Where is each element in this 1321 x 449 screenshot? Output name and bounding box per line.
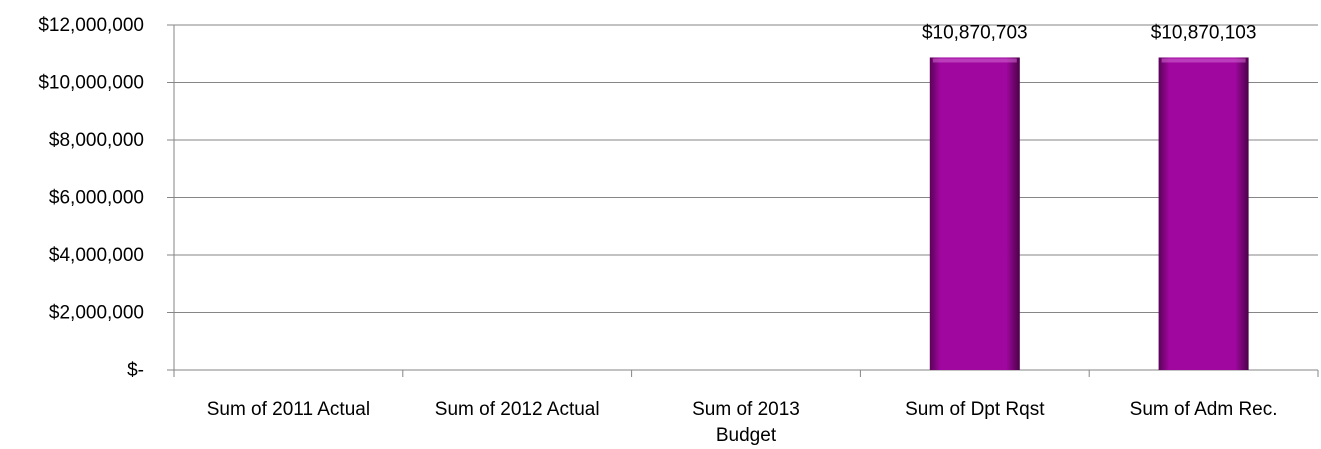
x-category-label: Sum of Dpt Rqst [905, 399, 1045, 420]
y-tick-label: $2,000,000 [49, 303, 144, 324]
gridlines [174, 24, 1318, 313]
data-label: $10,870,703 [922, 22, 1028, 43]
y-tick-label: $12,000,000 [38, 15, 144, 36]
y-tick-label: $- [127, 360, 144, 381]
x-category-label: Sum of 2011 Actual [207, 399, 370, 420]
y-tick-label: $8,000,000 [49, 130, 144, 151]
bars [929, 57, 1249, 371]
y-tick-label: $4,000,000 [49, 245, 144, 266]
x-category-label: Sum of 2012 Actual [435, 399, 600, 420]
axes [167, 24, 1319, 377]
x-category-label: Sum of Adm Rec. [1130, 399, 1278, 420]
bar-highlight [932, 58, 1017, 63]
data-label: $10,870,103 [1151, 22, 1257, 43]
bar [929, 57, 1020, 371]
labels: $- $2,000,000 $4,000,000 $6,000,000 $8,000,0… [38, 15, 1277, 446]
y-tick-label: $6,000,000 [49, 188, 144, 209]
bar-highlight [1161, 58, 1246, 63]
x-category-label: Budget [716, 425, 777, 446]
bar [1158, 57, 1249, 371]
x-category-label: Sum of 2013 [692, 399, 800, 420]
y-tick-label: $10,000,000 [38, 73, 144, 94]
